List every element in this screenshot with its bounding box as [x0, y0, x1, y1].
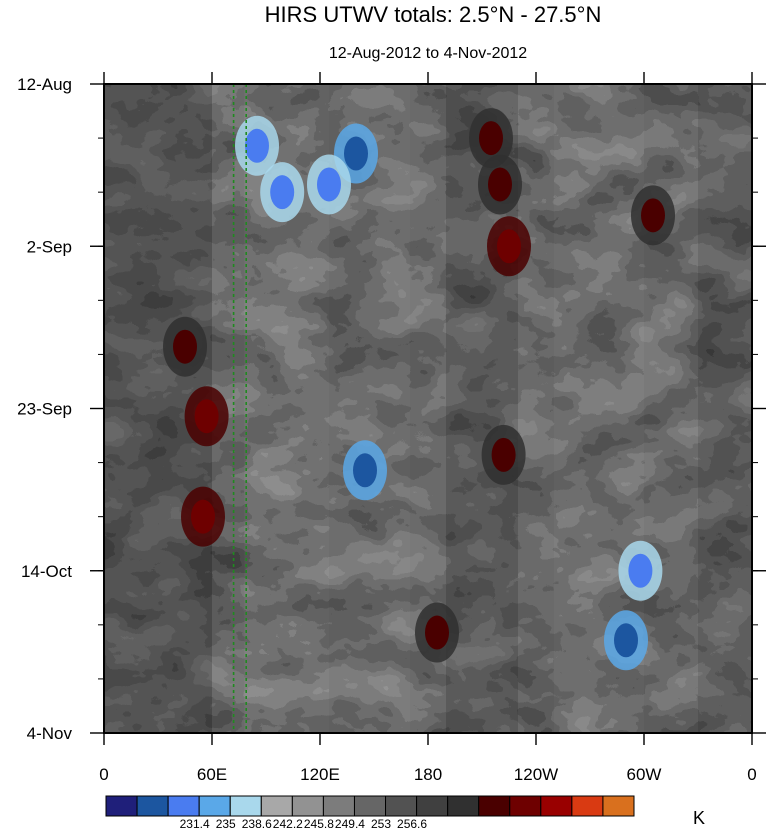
colorbar-label: 256.6: [397, 817, 427, 831]
x-tick-label: 0: [99, 765, 108, 784]
field-feature-core: [194, 399, 219, 434]
colorbar-swatch: [167, 795, 200, 817]
field-features: [163, 108, 675, 671]
field-feature-core: [270, 175, 295, 210]
colorbar-swatch: [260, 795, 293, 817]
colorbar-swatch: [571, 795, 604, 817]
x-tick-label: 120W: [514, 765, 558, 784]
field-feature-core: [425, 615, 449, 650]
colorbar-swatch: [447, 795, 480, 817]
colorbar-swatch: [198, 795, 231, 817]
colorbar: 231.4 235 238.6 242.2 245.8 249.4 253 256.6: [105, 795, 635, 831]
chart-subtitle: 12-Aug-2012 to 4-Nov-2012: [329, 45, 527, 62]
colorbar-label: 245.8: [304, 817, 334, 831]
field-feature-core: [479, 121, 503, 156]
reference-lines: [232, 84, 247, 733]
colorbar-swatch: [105, 795, 138, 817]
chart-title: HIRS UTWV totals: 2.5°N - 27.5°N: [265, 2, 602, 27]
field-feature-core: [245, 128, 269, 163]
y-tick-label: 12-Aug: [17, 75, 72, 94]
field-feature-core: [614, 623, 638, 658]
y-tick-label: 4-Nov: [27, 724, 73, 743]
field-feature-core: [497, 229, 521, 264]
x-tick-label: 60E: [197, 765, 227, 784]
field-feature-core: [173, 329, 197, 364]
field-feature-core: [344, 136, 368, 171]
colorbar-swatch: [602, 795, 635, 817]
y-tick-label: 23-Sep: [17, 400, 72, 419]
colorbar-swatch: [416, 795, 449, 817]
field-feature-core: [641, 198, 665, 233]
colorbar-swatch: [322, 795, 355, 817]
field-feature-core: [191, 499, 215, 534]
colorbar-label: 253: [371, 817, 391, 831]
colorbar-swatch: [136, 795, 169, 817]
y-tick-label: 14-Oct: [21, 562, 72, 581]
colorbar-label: 238.6: [242, 817, 272, 831]
colorbar-label: 242.2: [273, 817, 303, 831]
colorbar-swatch: [385, 795, 418, 817]
plot-field: [104, 84, 752, 733]
x-tick-label: 180: [414, 765, 442, 784]
y-tick-label: 2-Sep: [27, 237, 72, 256]
field-feature-core: [491, 437, 516, 472]
colorbar-swatch: [509, 795, 542, 817]
axes: 0 60E 120E 180 120W 60W 0 12-Aug 2-Sep 23-Sep 14-O…: [17, 72, 766, 784]
x-tick-label: 60W: [627, 765, 662, 784]
colorbar-label: 231.4: [180, 817, 210, 831]
colorbar-swatch: [229, 795, 262, 817]
colorbar-swatch: [540, 795, 573, 817]
field-feature-core: [628, 553, 653, 588]
field-feature-core: [317, 167, 341, 202]
colorbar-swatch: [478, 795, 511, 817]
x-tick-label: 120E: [300, 765, 340, 784]
colorbar-swatch: [353, 795, 387, 817]
field-feature-core: [353, 453, 377, 488]
colorbar-swatch: [291, 795, 324, 817]
field-feature-core: [488, 167, 512, 202]
colorbar-unit: K: [693, 808, 705, 828]
colorbar-label: 235: [216, 817, 236, 831]
x-tick-label: 0: [747, 765, 756, 784]
colorbar-label: 249.4: [335, 817, 365, 831]
